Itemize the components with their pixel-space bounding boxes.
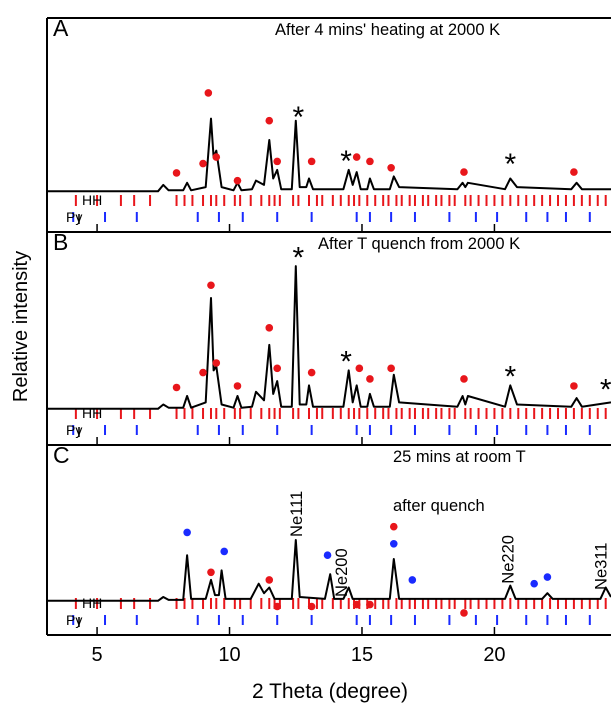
phase-marker: [207, 281, 215, 290]
phase-marker: [387, 164, 395, 172]
x-tick-label: 20: [483, 644, 505, 666]
ne-peak-label: Ne311: [592, 543, 610, 590]
reflection-label: Py: [66, 612, 82, 628]
pattern-curve: [46, 265, 611, 410]
phase-marker: [323, 551, 332, 559]
phase-marker: [207, 568, 215, 577]
x-tick-label: 5: [92, 644, 103, 666]
phase-marker: [233, 382, 242, 390]
phase-marker: [387, 364, 395, 373]
panel-label: C: [53, 442, 70, 468]
x-tick-label: 15: [351, 644, 373, 666]
pattern-curve: [46, 539, 611, 602]
panel-title: 25 mins at room T: [393, 448, 526, 466]
phase-marker: [199, 368, 207, 377]
x-tick-label: 10: [218, 644, 240, 666]
ne-peak-asterisk: *: [600, 373, 611, 406]
reflection-label: HH: [82, 192, 102, 208]
phase-marker: [366, 375, 374, 383]
ne-peak-asterisk: *: [504, 148, 516, 181]
ne-peak-label: Ne111: [288, 491, 306, 537]
panel-label: B: [53, 229, 68, 255]
panel-title: After T quench from 2000 K: [318, 235, 520, 253]
phase-marker: [366, 157, 374, 166]
phase-marker: [307, 157, 316, 166]
ne-peak-label: Ne220: [500, 535, 518, 584]
phase-marker: [172, 383, 181, 392]
phase-marker: [273, 157, 282, 166]
phase-marker: [183, 528, 191, 537]
phase-marker: [204, 89, 213, 97]
ne-peak-asterisk: *: [293, 241, 305, 274]
phase-marker: [307, 368, 316, 377]
phase-marker: [389, 540, 398, 548]
phase-marker: [355, 364, 364, 373]
phase-marker: [570, 168, 578, 176]
phase-marker: [460, 609, 468, 617]
phase-marker: [265, 324, 274, 332]
phase-marker: [460, 375, 468, 383]
phase-marker: [212, 153, 221, 161]
reflection-label: Py: [66, 422, 82, 438]
phase-marker: [199, 159, 207, 168]
phase-marker: [233, 176, 242, 185]
phase-marker: [172, 169, 181, 177]
phase-marker: [408, 576, 417, 584]
phase-marker: [352, 153, 361, 161]
pattern-curve: [46, 117, 611, 193]
phase-marker: [530, 579, 538, 588]
phase-marker: [307, 602, 316, 611]
phase-marker: [273, 602, 282, 611]
ne-peak-asterisk: *: [340, 346, 352, 379]
reflection-label: Py: [66, 209, 82, 225]
panel-title: After 4 mins' heating at 2000 K: [275, 21, 500, 39]
phase-marker: [273, 364, 282, 373]
ne-peak-asterisk: *: [504, 361, 516, 394]
panel-label: A: [53, 15, 69, 41]
reflection-label: HH: [82, 595, 102, 611]
ne-peak-label: Ne200: [333, 548, 351, 597]
ne-peak-asterisk: *: [340, 145, 352, 178]
phase-marker: [366, 600, 374, 609]
ne-peak-asterisk: *: [293, 101, 305, 134]
phase-marker: [265, 576, 274, 584]
phase-marker: [543, 573, 552, 581]
phase-marker: [570, 382, 578, 390]
phase-marker: [352, 600, 361, 609]
phase-marker: [265, 116, 274, 125]
reflection-label: HH: [82, 405, 102, 421]
phase-marker: [460, 168, 468, 176]
phase-marker: [220, 547, 229, 556]
panel-subtitle: after quench: [393, 497, 485, 515]
x-axis-label: 2 Theta (degree): [252, 680, 408, 703]
y-axis-label: Relative intensity: [10, 251, 32, 402]
phase-marker: [389, 522, 398, 531]
phase-marker: [212, 359, 221, 367]
